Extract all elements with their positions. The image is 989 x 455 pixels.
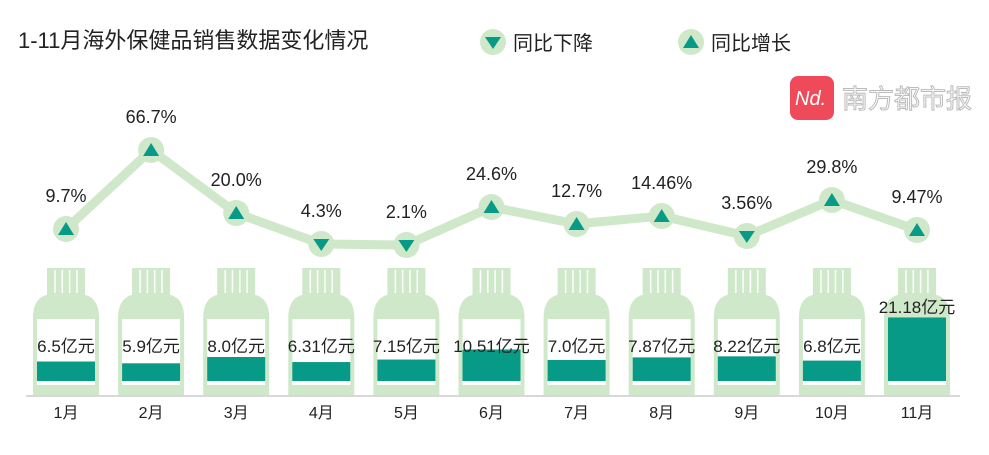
- yoy-label: 66.7%: [126, 107, 177, 127]
- yoy-label: 12.7%: [551, 181, 602, 201]
- bottle: 6.8亿元: [798, 268, 865, 395]
- month-label: 2月: [139, 405, 164, 422]
- sales-bar: [377, 359, 436, 381]
- yoy-label: 9.47%: [891, 187, 942, 207]
- yoy-label: 20.0%: [211, 170, 262, 190]
- month-label: 1月: [54, 405, 79, 422]
- sales-label: 21.18亿元: [879, 298, 956, 317]
- month-label: 3月: [224, 405, 249, 422]
- bottle: 7.15亿元: [373, 268, 440, 395]
- sales-bar: [717, 356, 776, 381]
- bottle-cap: [642, 268, 681, 296]
- sales-label: 8.0亿元: [207, 337, 265, 356]
- bottle: 21.18亿元: [879, 268, 956, 395]
- month-label: 5月: [394, 405, 419, 422]
- triangle-down-icon: [738, 231, 755, 243]
- bottle: 6.5亿元: [33, 268, 99, 395]
- watermark-logo: [790, 76, 834, 120]
- bottle-cap: [217, 268, 256, 296]
- sales-bar: [122, 363, 181, 381]
- bottle: 7.87亿元: [628, 268, 695, 395]
- bottle-cap: [812, 268, 851, 296]
- triangle-down-icon: [398, 240, 415, 252]
- yoy-label: 9.7%: [45, 186, 86, 206]
- watermark-text: 南方都市报: [842, 84, 972, 114]
- yoy-label: 29.8%: [806, 157, 857, 177]
- month-label: 10月: [815, 405, 849, 422]
- yoy-label: 2.1%: [386, 202, 427, 222]
- sales-label: 5.9亿元: [122, 337, 180, 356]
- bottle: 6.31亿元: [288, 268, 355, 395]
- bottle: 8.22亿元: [713, 268, 780, 395]
- sales-bar: [888, 317, 946, 381]
- sales-label: 6.8亿元: [803, 337, 861, 356]
- sales-bar: [292, 362, 351, 381]
- bottle: 10.51亿元: [453, 268, 530, 395]
- bottle-cap: [387, 268, 426, 296]
- sales-label: 6.31亿元: [288, 337, 355, 356]
- triangle-up-icon: [683, 35, 699, 48]
- yoy-line: 9.7% 66.7% 20.0% 4.3% 2.1% 24.6% 12.7% 14.46% 3.…: [45, 107, 943, 258]
- sales-bar: [462, 349, 521, 381]
- bottle: 8.0亿元: [203, 268, 270, 395]
- watermark: Nd. 南方都市报: [790, 76, 973, 120]
- triangle-up-icon: [909, 223, 925, 236]
- month-label: 4月: [309, 405, 334, 422]
- triangle-up-icon: [823, 193, 840, 206]
- month-label: 9月: [734, 405, 759, 422]
- sales-label: 8.22亿元: [713, 337, 780, 356]
- bottle-cap: [47, 268, 85, 296]
- legend: 同比下降 同比增长: [480, 29, 791, 55]
- yoy-label: 4.3%: [301, 201, 342, 221]
- legend-up-label: 同比增长: [711, 32, 791, 55]
- bottle-cap: [302, 268, 341, 296]
- yoy-label: 24.6%: [466, 164, 517, 184]
- bottle-cap: [557, 268, 596, 296]
- watermark-logo-text: Nd.: [795, 88, 826, 110]
- triangle-up-icon: [568, 217, 585, 230]
- bottle: 7.0亿元: [543, 268, 610, 395]
- triangle-up-icon: [483, 200, 500, 213]
- triangle-down-icon: [485, 37, 501, 49]
- sales-bar: [37, 361, 95, 381]
- x-tick-labels: 1月 2月 3月 4月 5月 6月 7月 8月 9月 10月 11月: [54, 405, 934, 422]
- bottle-bars: 6.5亿元 5.9亿元 8.0亿元 6.31亿元 7.15亿元 10.51亿元 7.0亿元 7…: [33, 268, 955, 395]
- legend-down-label: 同比下降: [513, 32, 593, 55]
- sales-label: 7.0亿元: [548, 337, 606, 356]
- bottle-cap: [472, 268, 511, 296]
- bottle: 5.9亿元: [118, 268, 185, 395]
- month-label: 8月: [649, 405, 674, 422]
- triangle-up-icon: [228, 206, 245, 219]
- yoy-label: 14.46%: [631, 173, 692, 193]
- month-label: 11月: [901, 405, 934, 422]
- bottle-cap: [727, 268, 766, 296]
- chart-title: 1-11月海外保健品销售数据变化情况: [18, 28, 368, 53]
- bottle-cap: [132, 268, 171, 296]
- yoy-label: 3.56%: [721, 193, 772, 213]
- sales-label: 10.51亿元: [453, 337, 530, 356]
- sales-label: 7.87亿元: [628, 337, 695, 356]
- sales-label: 7.15亿元: [373, 337, 440, 356]
- bottle-cap: [898, 268, 936, 296]
- triangle-up-icon: [143, 143, 160, 156]
- sales-bar: [547, 360, 606, 381]
- sales-bar: [802, 360, 861, 381]
- triangle-up-icon: [58, 222, 74, 235]
- month-label: 6月: [479, 405, 504, 422]
- month-label: 7月: [564, 405, 589, 422]
- triangle-up-icon: [653, 209, 670, 222]
- sales-bar: [207, 357, 266, 381]
- sales-bar: [632, 357, 691, 381]
- triangle-down-icon: [313, 239, 330, 251]
- sales-label: 6.5亿元: [37, 337, 95, 356]
